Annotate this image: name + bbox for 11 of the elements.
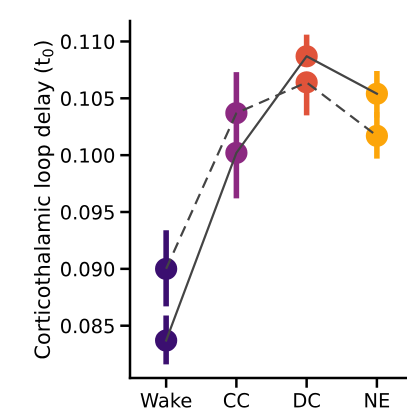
x-tick-label: CC	[224, 392, 249, 408]
y-axis-title: Corticothalamic loop delay (t$_{0}$)	[34, 41, 54, 358]
y-tick-label: 0.105	[61, 91, 114, 106]
x-tick-label: NE	[365, 393, 390, 408]
y-tick-label: 0.100	[61, 148, 114, 163]
y-tick-label: 0.085	[61, 318, 114, 334]
y-tick-label: 0.110	[61, 34, 114, 50]
x-tick-label: Wake	[140, 392, 192, 408]
y-tick-label: 0.090	[61, 262, 114, 277]
y-tick-label: 0.095	[61, 204, 114, 220]
x-tick-label: DC	[294, 392, 320, 408]
